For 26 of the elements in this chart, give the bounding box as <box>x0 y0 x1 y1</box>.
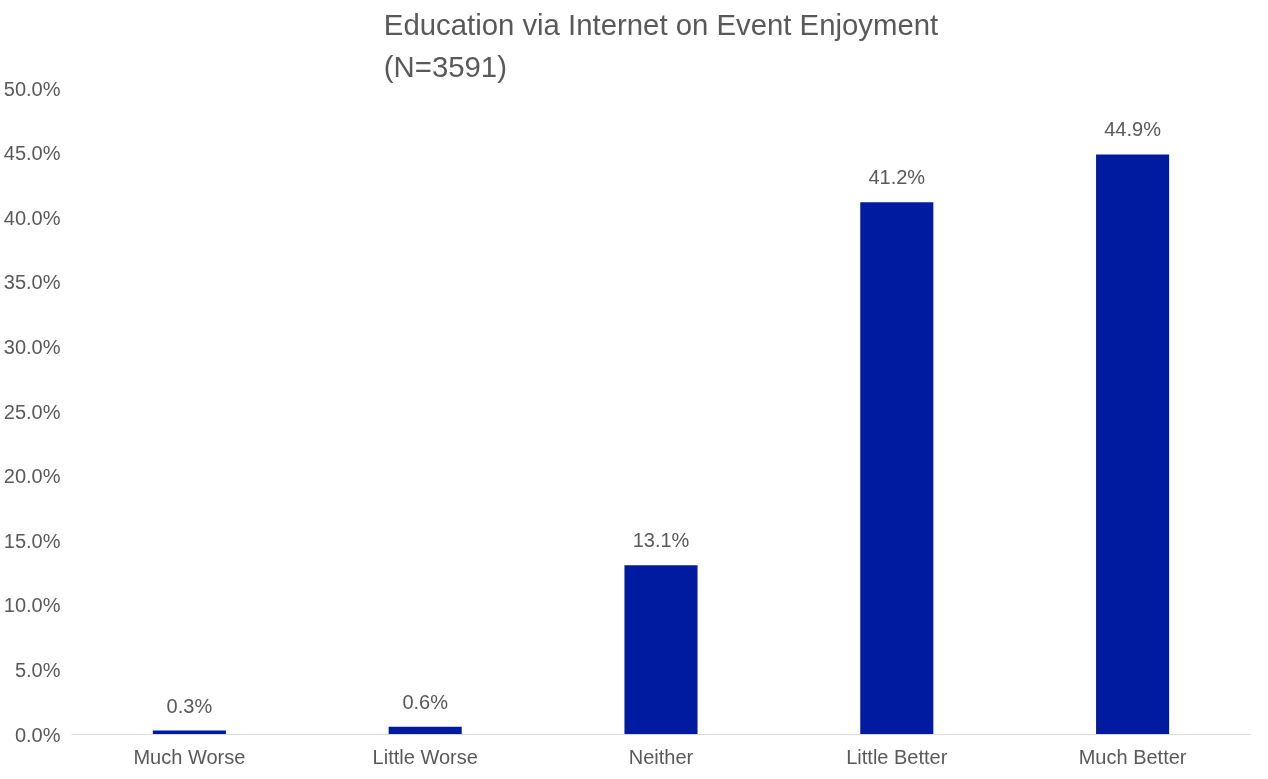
y-tick-label: 50.0% <box>3 77 61 100</box>
data-label: 44.9% <box>1104 118 1162 141</box>
y-tick-label: 5.0% <box>14 658 61 681</box>
data-label: 0.3% <box>166 694 213 717</box>
chart-title: Education via Internet on Event Enjoyment (N=3591) <box>383 7 939 84</box>
x-tick-label: Much Worse <box>133 745 246 768</box>
bar <box>388 726 462 735</box>
y-tick-label: 35.0% <box>3 271 61 294</box>
y-tick-label: 10.0% <box>3 594 61 617</box>
x-tick-label: Neither <box>628 745 694 768</box>
x-tick-label: Little Better <box>846 745 948 768</box>
bar <box>1096 154 1170 735</box>
y-tick-label: 20.0% <box>3 465 61 488</box>
y-tick-label: 40.0% <box>3 206 61 229</box>
data-label: 0.6% <box>402 690 449 713</box>
x-tick-label: Little Worse <box>372 745 478 768</box>
data-label: 41.2% <box>868 166 926 189</box>
y-tick-label: 15.0% <box>3 529 61 552</box>
y-tick-label: 0.0% <box>14 723 61 746</box>
data-label: 13.1% <box>632 529 690 552</box>
bar <box>624 565 698 735</box>
x-tick-label: Much Better <box>1078 745 1187 768</box>
y-tick-label: 30.0% <box>3 335 61 358</box>
y-tick-label: 45.0% <box>3 142 61 165</box>
bar <box>860 202 934 735</box>
y-tick-label: 25.0% <box>3 400 61 423</box>
